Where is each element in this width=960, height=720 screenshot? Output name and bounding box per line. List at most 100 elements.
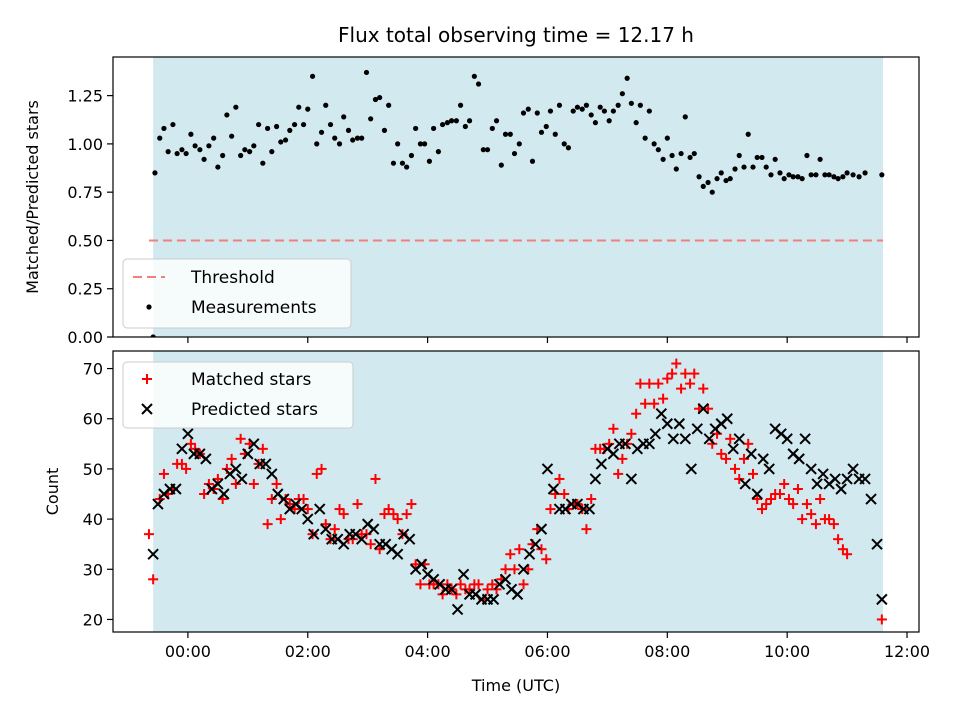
matched-point: [392, 514, 403, 525]
measurement-point: [201, 156, 207, 162]
measurement-point: [183, 150, 189, 157]
predicted-point: [511, 588, 524, 601]
measurement-point: [651, 141, 657, 147]
matched-point: [608, 423, 619, 434]
measurement-point: [368, 116, 374, 122]
y-tick-label: 70: [83, 360, 103, 379]
measurement-point: [736, 152, 742, 159]
measurement-point: [673, 166, 679, 172]
matched-point: [406, 499, 417, 510]
measurement-point: [431, 125, 437, 132]
measurement-point: [543, 123, 549, 130]
x-tick-label: 12:00: [884, 642, 930, 661]
legend-matched-label: Matched stars: [191, 370, 311, 390]
predicted-point: [248, 438, 260, 450]
matched-point: [761, 499, 772, 510]
matched-point: [797, 514, 808, 525]
measurement-point: [314, 141, 320, 147]
measurement-point: [265, 125, 271, 132]
predicted-point: [589, 473, 602, 485]
measurement-point: [759, 154, 765, 161]
y-tick-label: 0.50: [67, 231, 103, 250]
x-tick-label: 08:00: [644, 642, 690, 661]
measurement-point: [422, 141, 428, 147]
measurement-point: [305, 106, 311, 112]
matched-point: [541, 554, 552, 565]
measurement-point: [413, 125, 419, 132]
matched-point: [626, 428, 637, 439]
measurement-point: [408, 152, 415, 159]
y-tick-label: 0.25: [67, 280, 103, 299]
measurement-point: [493, 118, 500, 124]
measurement-point: [831, 174, 837, 180]
matched-point: [316, 463, 327, 474]
matched-point: [698, 383, 709, 394]
matched-point: [792, 483, 803, 494]
predicted-point: [595, 458, 608, 470]
predicted-point: [673, 418, 686, 430]
measurement-point: [727, 176, 733, 182]
predicted-point: [739, 478, 751, 490]
predicted-point: [799, 433, 811, 445]
matched-point: [365, 539, 376, 550]
matched-point: [388, 509, 399, 520]
measurement-point: [260, 160, 266, 166]
legend-threshold-label: Threshold: [190, 268, 275, 288]
y-tick-label: 60: [83, 410, 103, 429]
matched-point: [689, 368, 700, 379]
measurement-point: [327, 121, 334, 128]
matched-point: [455, 579, 466, 590]
predicted-point: [535, 523, 548, 535]
measurement-point: [633, 120, 639, 126]
matched-point: [509, 564, 520, 575]
measurement-point: [498, 162, 504, 168]
matched-point: [262, 519, 273, 530]
measurement-point: [174, 150, 180, 157]
measurement-point: [754, 154, 760, 161]
predicted-point: [871, 538, 883, 550]
measurement-point: [242, 147, 248, 153]
measurement-point: [714, 176, 720, 182]
matched-point: [536, 544, 547, 555]
predicted-point: [625, 473, 638, 485]
predicted-point: [847, 463, 859, 475]
x-tick-label: 10:00: [764, 642, 810, 661]
measurement-point: [287, 127, 293, 133]
matched-point: [311, 468, 322, 479]
measurement-point: [372, 96, 379, 103]
predicted-point: [859, 473, 871, 485]
measurement-point: [152, 170, 158, 176]
matched-point: [464, 584, 475, 595]
matched-point: [505, 549, 516, 560]
measurement-point: [772, 156, 778, 162]
matched-point: [725, 433, 736, 444]
predicted-point: [805, 463, 817, 475]
matched-point: [379, 509, 390, 520]
matched-point: [586, 494, 597, 505]
matched-point: [148, 574, 159, 585]
measurement-point: [561, 141, 567, 147]
predicted-point: [523, 548, 536, 560]
matched-point: [842, 549, 853, 560]
matched-point: [581, 524, 592, 535]
matched-point: [334, 504, 345, 515]
measurement-point: [813, 172, 819, 178]
measurement-point: [745, 131, 751, 137]
predicted-point: [655, 408, 668, 420]
series-measurements: [150, 69, 885, 337]
matched-point: [667, 368, 678, 379]
measurement-point: [619, 91, 625, 97]
predicted-point: [781, 433, 793, 445]
predicted-point: [278, 493, 290, 505]
measurement-point: [462, 123, 468, 130]
matched-point: [500, 564, 511, 575]
measurement-point: [579, 106, 585, 112]
measurement-point: [507, 131, 513, 137]
measurement-point: [377, 94, 383, 101]
measurement-point: [435, 149, 441, 155]
measurement-point: [192, 143, 198, 149]
matched-point: [810, 519, 821, 530]
measurement-point: [826, 172, 832, 178]
measurement-point: [404, 164, 410, 170]
measurement-point: [601, 108, 607, 114]
